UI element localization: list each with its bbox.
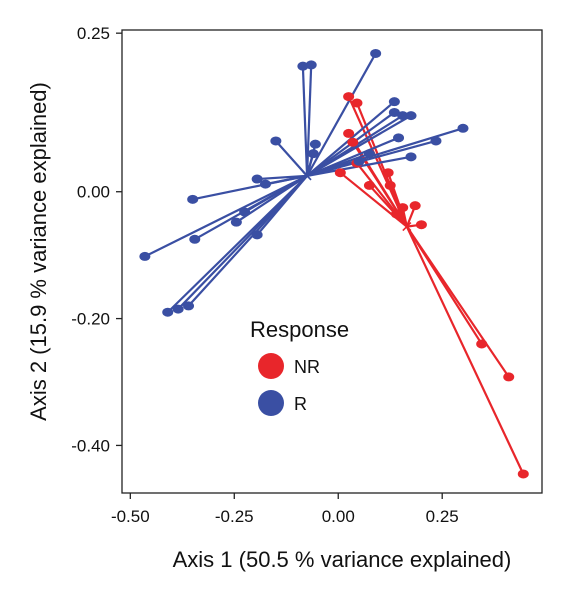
centroid-stroke bbox=[402, 222, 412, 232]
y-tick-label: 0.25 bbox=[77, 24, 110, 43]
data-point-r bbox=[183, 301, 195, 311]
plot-border bbox=[121, 29, 543, 494]
spider-segment-nr bbox=[405, 226, 525, 475]
data-point-r bbox=[251, 230, 263, 240]
spider-segment-r bbox=[306, 160, 360, 177]
data-point-r bbox=[405, 111, 417, 121]
legend-label-r: R bbox=[294, 394, 307, 414]
x-tick-label: 0.25 bbox=[426, 507, 459, 526]
data-point-nr bbox=[415, 220, 427, 230]
data-point-r bbox=[457, 123, 469, 133]
data-point-r bbox=[270, 136, 282, 146]
data-point-r bbox=[189, 234, 201, 244]
data-point-nr bbox=[343, 92, 355, 102]
spider-segment-nr bbox=[405, 226, 483, 345]
plot-layer bbox=[139, 48, 529, 479]
data-point-r bbox=[370, 48, 382, 58]
data-point-nr bbox=[397, 203, 409, 213]
data-point-r bbox=[139, 251, 151, 261]
data-point-r bbox=[172, 304, 184, 314]
x-tick-label: -0.50 bbox=[111, 507, 150, 526]
spider-segment-nr bbox=[347, 96, 408, 228]
x-tick-label: 0.00 bbox=[322, 507, 355, 526]
spider-segment-r bbox=[306, 52, 377, 177]
data-point-r bbox=[309, 139, 321, 149]
data-point-r bbox=[353, 156, 365, 166]
y-tick-label: -0.40 bbox=[71, 436, 110, 455]
ticks-layer: -0.50 -0.25 0.00 0.25 0.25 0.00 -0.20 -0.40 bbox=[71, 24, 458, 526]
data-point-nr bbox=[384, 180, 396, 190]
legend-marker-nr bbox=[258, 353, 284, 379]
data-point-r bbox=[405, 152, 417, 162]
data-point-r bbox=[388, 107, 400, 117]
data-point-r bbox=[363, 149, 375, 159]
legend: Response NR R bbox=[250, 317, 349, 416]
data-points bbox=[139, 48, 529, 479]
data-point-r bbox=[307, 149, 319, 159]
spider-segments bbox=[144, 52, 525, 475]
spider-segment-r bbox=[187, 175, 308, 307]
data-point-r bbox=[297, 61, 309, 71]
legend-marker-r bbox=[258, 390, 284, 416]
spider-segment-r bbox=[192, 174, 308, 201]
data-point-nr bbox=[476, 339, 488, 349]
data-point-nr bbox=[503, 372, 515, 382]
legend-label-nr: NR bbox=[294, 357, 320, 377]
data-point-nr bbox=[517, 469, 529, 479]
data-point-r bbox=[305, 60, 317, 70]
spider-segment-r bbox=[144, 174, 308, 258]
data-point-nr bbox=[343, 128, 355, 138]
data-point-nr bbox=[382, 168, 394, 178]
data-point-nr bbox=[351, 98, 363, 108]
data-point-r bbox=[259, 179, 271, 189]
data-point-r bbox=[239, 207, 251, 217]
y-axis-title: Axis 2 (15.9 % variance explained) bbox=[26, 82, 51, 421]
spider-segment-r bbox=[275, 140, 308, 177]
y-tick-label: -0.20 bbox=[71, 310, 110, 329]
data-point-r bbox=[162, 307, 174, 317]
data-point-nr bbox=[334, 168, 346, 178]
legend-title: Response bbox=[250, 317, 349, 342]
data-point-nr bbox=[390, 209, 402, 219]
centroid-r bbox=[302, 171, 312, 181]
data-point-nr bbox=[409, 201, 421, 211]
data-point-r bbox=[230, 217, 242, 227]
data-point-r bbox=[388, 97, 400, 107]
data-point-r bbox=[430, 136, 442, 146]
data-point-r bbox=[187, 194, 199, 204]
centroid-nr bbox=[402, 222, 412, 232]
spider-segment-r bbox=[194, 174, 308, 241]
data-point-nr bbox=[363, 180, 375, 190]
x-axis-title: Axis 1 (50.5 % variance explained) bbox=[173, 547, 512, 572]
data-point-r bbox=[251, 174, 263, 184]
spider-segment-r bbox=[306, 114, 412, 177]
centroid-stroke bbox=[302, 171, 312, 181]
x-tick-label: -0.25 bbox=[215, 507, 254, 526]
data-point-nr bbox=[347, 137, 359, 147]
spider-segment-r bbox=[305, 64, 313, 176]
data-point-r bbox=[393, 133, 405, 143]
spider-segment-r bbox=[301, 66, 309, 176]
y-tick-label: 0.00 bbox=[77, 183, 110, 202]
data-point-r bbox=[397, 111, 409, 121]
